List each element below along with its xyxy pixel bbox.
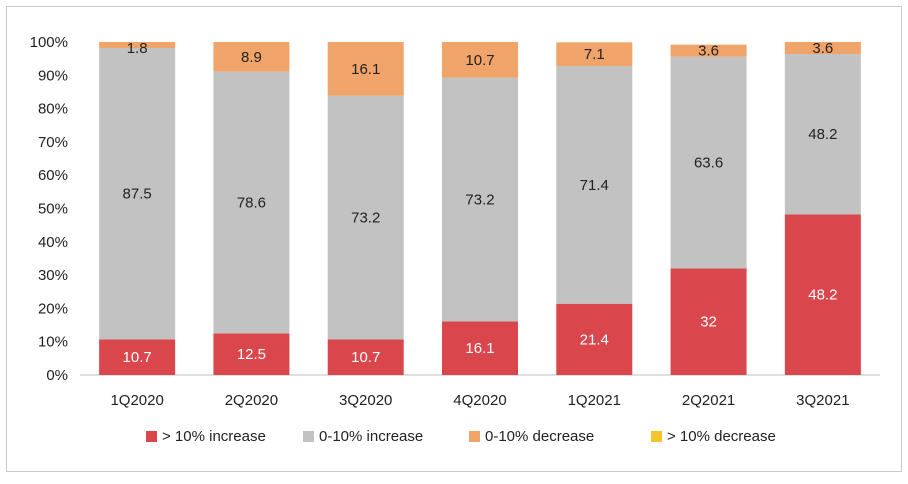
- data-label: 48.2: [808, 287, 837, 304]
- y-tick-label: 30%: [38, 267, 68, 284]
- bar-segment: [213, 333, 290, 375]
- data-label: 7.1: [584, 46, 605, 63]
- bar-segment: [670, 56, 747, 269]
- data-label: 12.5: [237, 346, 266, 363]
- y-tick-label: 10%: [38, 334, 68, 351]
- y-tick-label: 90%: [38, 67, 68, 84]
- data-label: 21.4: [580, 331, 609, 348]
- legend-swatch: [469, 431, 480, 442]
- bar-segment: [99, 47, 176, 340]
- x-category-label: 4Q2020: [453, 392, 506, 409]
- data-label: 78.6: [237, 195, 266, 212]
- legend-label: > 10% increase: [162, 428, 266, 445]
- bar-segment: [670, 268, 747, 375]
- bar-segment: [442, 321, 518, 375]
- bar-segment: [556, 65, 633, 304]
- y-tick-label: 80%: [38, 101, 68, 118]
- bar-segment: [213, 71, 290, 334]
- y-tick-label: 40%: [38, 234, 68, 251]
- data-label: 8.9: [241, 49, 262, 66]
- x-category-label: 2Q2021: [682, 392, 735, 409]
- data-label: 16.1: [465, 340, 494, 357]
- bar-segment: [99, 42, 176, 48]
- y-tick-label: 100%: [30, 34, 68, 51]
- data-label: 48.2: [808, 126, 837, 143]
- data-label: 16.1: [351, 61, 380, 78]
- bar-segment: [442, 77, 518, 322]
- y-tick-label: 70%: [38, 134, 68, 151]
- bar-segment: [784, 42, 861, 54]
- data-label: 10.7: [123, 349, 152, 366]
- data-label: 32: [700, 314, 717, 331]
- bar-segment: [327, 95, 404, 340]
- legend-swatch: [146, 431, 157, 442]
- data-label: 73.2: [351, 209, 380, 226]
- legend-label: 0-10% decrease: [485, 428, 594, 445]
- y-tick-label: 60%: [38, 167, 68, 184]
- x-category-label: 2Q2020: [225, 392, 278, 409]
- data-label: 10.7: [351, 349, 380, 366]
- x-category-label: 3Q2020: [339, 392, 392, 409]
- data-label: 3.6: [812, 40, 833, 57]
- bar-segment: [670, 44, 747, 57]
- legend-swatch: [651, 431, 662, 442]
- data-label: 63.6: [694, 155, 723, 172]
- x-category-label: 3Q2021: [796, 392, 849, 409]
- bar-segment: [556, 42, 633, 66]
- y-tick-label: 0%: [46, 367, 68, 384]
- bar-segment: [556, 303, 633, 375]
- legend-swatch: [303, 431, 314, 442]
- data-label: 1.8: [127, 40, 148, 57]
- data-label: 87.5: [123, 186, 152, 203]
- y-tick-label: 20%: [38, 300, 68, 317]
- data-label: 3.6: [698, 43, 719, 60]
- bar-segment: [213, 42, 290, 72]
- data-label: 10.7: [465, 52, 494, 69]
- bar-segment: [327, 42, 404, 96]
- legend-label: > 10% decrease: [667, 428, 776, 445]
- data-label: 73.2: [465, 192, 494, 209]
- bar-segment: [327, 339, 404, 375]
- legend-label: 0-10% increase: [319, 428, 423, 445]
- x-category-label: 1Q2020: [110, 392, 163, 409]
- bar-segment: [784, 53, 861, 215]
- x-category-label: 1Q2021: [568, 392, 621, 409]
- bar-segment: [784, 214, 861, 375]
- bar-segment: [442, 42, 518, 78]
- data-label: 71.4: [580, 177, 609, 194]
- y-tick-label: 50%: [38, 201, 68, 218]
- bar-segment: [99, 339, 176, 375]
